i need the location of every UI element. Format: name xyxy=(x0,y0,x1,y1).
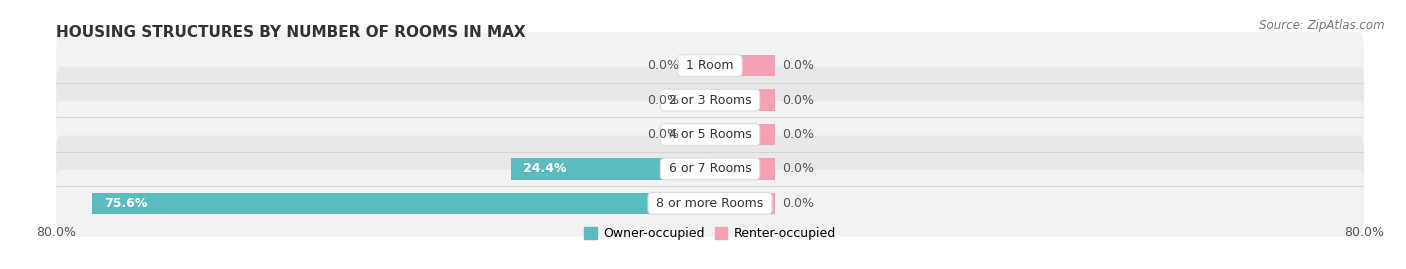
Legend: Owner-occupied, Renter-occupied: Owner-occupied, Renter-occupied xyxy=(579,222,841,245)
Text: HOUSING STRUCTURES BY NUMBER OF ROOMS IN MAX: HOUSING STRUCTURES BY NUMBER OF ROOMS IN… xyxy=(56,25,526,40)
Bar xyxy=(686,89,710,111)
FancyBboxPatch shape xyxy=(56,136,1364,202)
Bar xyxy=(710,193,776,214)
Text: 0.0%: 0.0% xyxy=(782,59,814,72)
FancyBboxPatch shape xyxy=(56,170,1364,237)
Text: Source: ZipAtlas.com: Source: ZipAtlas.com xyxy=(1260,19,1385,32)
Bar xyxy=(93,193,710,214)
Bar xyxy=(710,158,776,180)
Text: 0.0%: 0.0% xyxy=(647,94,679,107)
Bar xyxy=(710,89,776,111)
Text: 8 or more Rooms: 8 or more Rooms xyxy=(652,197,768,210)
Text: 0.0%: 0.0% xyxy=(782,162,814,175)
FancyBboxPatch shape xyxy=(56,67,1364,133)
Bar xyxy=(710,124,776,145)
Text: 1 Room: 1 Room xyxy=(682,59,738,72)
Text: 0.0%: 0.0% xyxy=(647,59,679,72)
Bar xyxy=(686,55,710,76)
Bar xyxy=(686,124,710,145)
FancyBboxPatch shape xyxy=(56,32,1364,99)
Text: 0.0%: 0.0% xyxy=(782,128,814,141)
Text: 75.6%: 75.6% xyxy=(104,197,148,210)
Bar xyxy=(710,55,776,76)
Text: 2 or 3 Rooms: 2 or 3 Rooms xyxy=(665,94,755,107)
FancyBboxPatch shape xyxy=(56,101,1364,168)
Text: 4 or 5 Rooms: 4 or 5 Rooms xyxy=(665,128,755,141)
Text: 0.0%: 0.0% xyxy=(647,128,679,141)
Text: 0.0%: 0.0% xyxy=(782,94,814,107)
Text: 24.4%: 24.4% xyxy=(523,162,567,175)
Bar xyxy=(510,158,710,180)
Text: 6 or 7 Rooms: 6 or 7 Rooms xyxy=(665,162,755,175)
Text: 0.0%: 0.0% xyxy=(782,197,814,210)
